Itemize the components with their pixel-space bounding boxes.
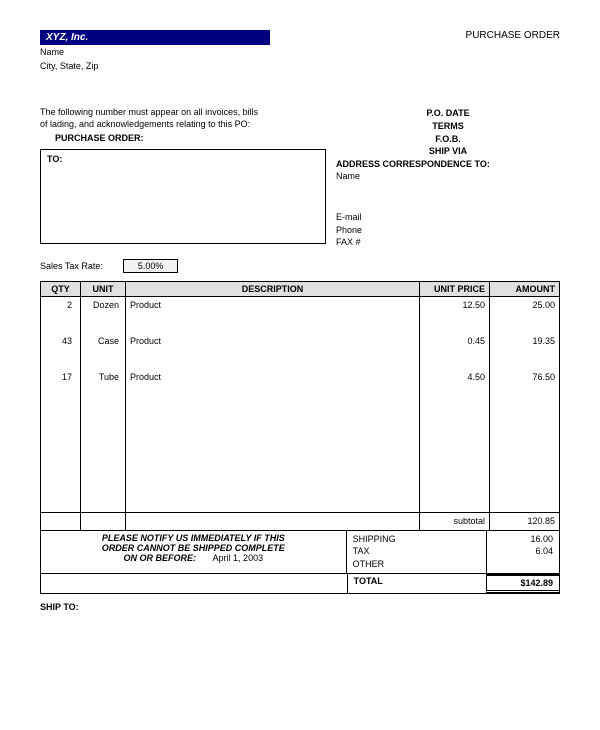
tax-rate-value: 5.00% — [123, 259, 179, 273]
col-unit: UNIT — [81, 281, 126, 296]
col-qty: QTY — [41, 281, 81, 296]
meta-ship-via: SHIP VIA — [336, 145, 560, 158]
table-row — [41, 440, 560, 458]
line-items-table: QTY UNIT DESCRIPTION UNIT PRICE AMOUNT 2… — [40, 281, 560, 531]
company-addr-2: City, State, Zip — [40, 61, 270, 73]
table-row — [41, 386, 560, 404]
meta-fob: F.O.B. — [336, 133, 560, 146]
table-row: 43CaseProduct0.4519.35 — [41, 332, 560, 350]
doc-title: PURCHASE ORDER — [466, 30, 560, 41]
to-box: TO: — [40, 149, 326, 244]
footer-block: PLEASE NOTIFY US IMMEDIATELY IF THIS ORD… — [40, 531, 560, 594]
meta-email: E-mail — [336, 211, 560, 224]
po-number-label: PURCHASE ORDER: — [40, 133, 326, 143]
table-row — [41, 404, 560, 422]
meta-addr-corr: ADDRESS CORRESPONDENCE TO: — [336, 158, 560, 171]
meta-phone: Phone — [336, 224, 560, 237]
tax-value: 6.04 — [493, 545, 553, 558]
tax-rate-label: Sales Tax Rate: — [40, 261, 103, 271]
meta-name: Name — [336, 170, 560, 183]
ship-to-label: SHIP TO: — [40, 602, 560, 612]
subtotal-row: subtotal120.85 — [41, 512, 560, 530]
table-row: 2DozenProduct12.5025.00 — [41, 296, 560, 314]
total-value: $142.89 — [486, 574, 559, 593]
col-desc: DESCRIPTION — [126, 281, 420, 296]
tax-label: TAX — [353, 545, 481, 558]
company-name-bar: XYZ, Inc. — [40, 30, 270, 45]
instr-line-1: The following number must appear on all … — [40, 107, 326, 119]
meta-po-date: P.O. DATE — [336, 107, 560, 120]
col-uprice: UNIT PRICE — [420, 281, 490, 296]
notice-3-label: ON OR BEFORE: — [124, 553, 197, 563]
table-row — [41, 458, 560, 476]
meta-fax: FAX # — [336, 236, 560, 249]
col-amt: AMOUNT — [490, 281, 560, 296]
table-row — [41, 494, 560, 512]
notice-3-date: April 1, 2003 — [213, 553, 264, 563]
notice-2: ORDER CANNOT BE SHIPPED COMPLETE — [47, 543, 340, 553]
shipping-label: SHIPPING — [353, 533, 481, 546]
to-box-label: TO: — [47, 154, 62, 164]
table-row — [41, 314, 560, 332]
shipping-value: 16.00 — [493, 533, 553, 546]
meta-terms: TERMS — [336, 120, 560, 133]
table-row — [41, 476, 560, 494]
company-addr-1: Name — [40, 47, 270, 59]
table-row — [41, 422, 560, 440]
notice-1: PLEASE NOTIFY US IMMEDIATELY IF THIS — [47, 533, 340, 543]
other-label: OTHER — [353, 558, 481, 571]
instr-line-2: of lading, and acknowledgements relating… — [40, 119, 326, 131]
table-row: 17TubeProduct4.5076.50 — [41, 368, 560, 386]
table-row — [41, 350, 560, 368]
total-label: TOTAL — [347, 574, 487, 593]
